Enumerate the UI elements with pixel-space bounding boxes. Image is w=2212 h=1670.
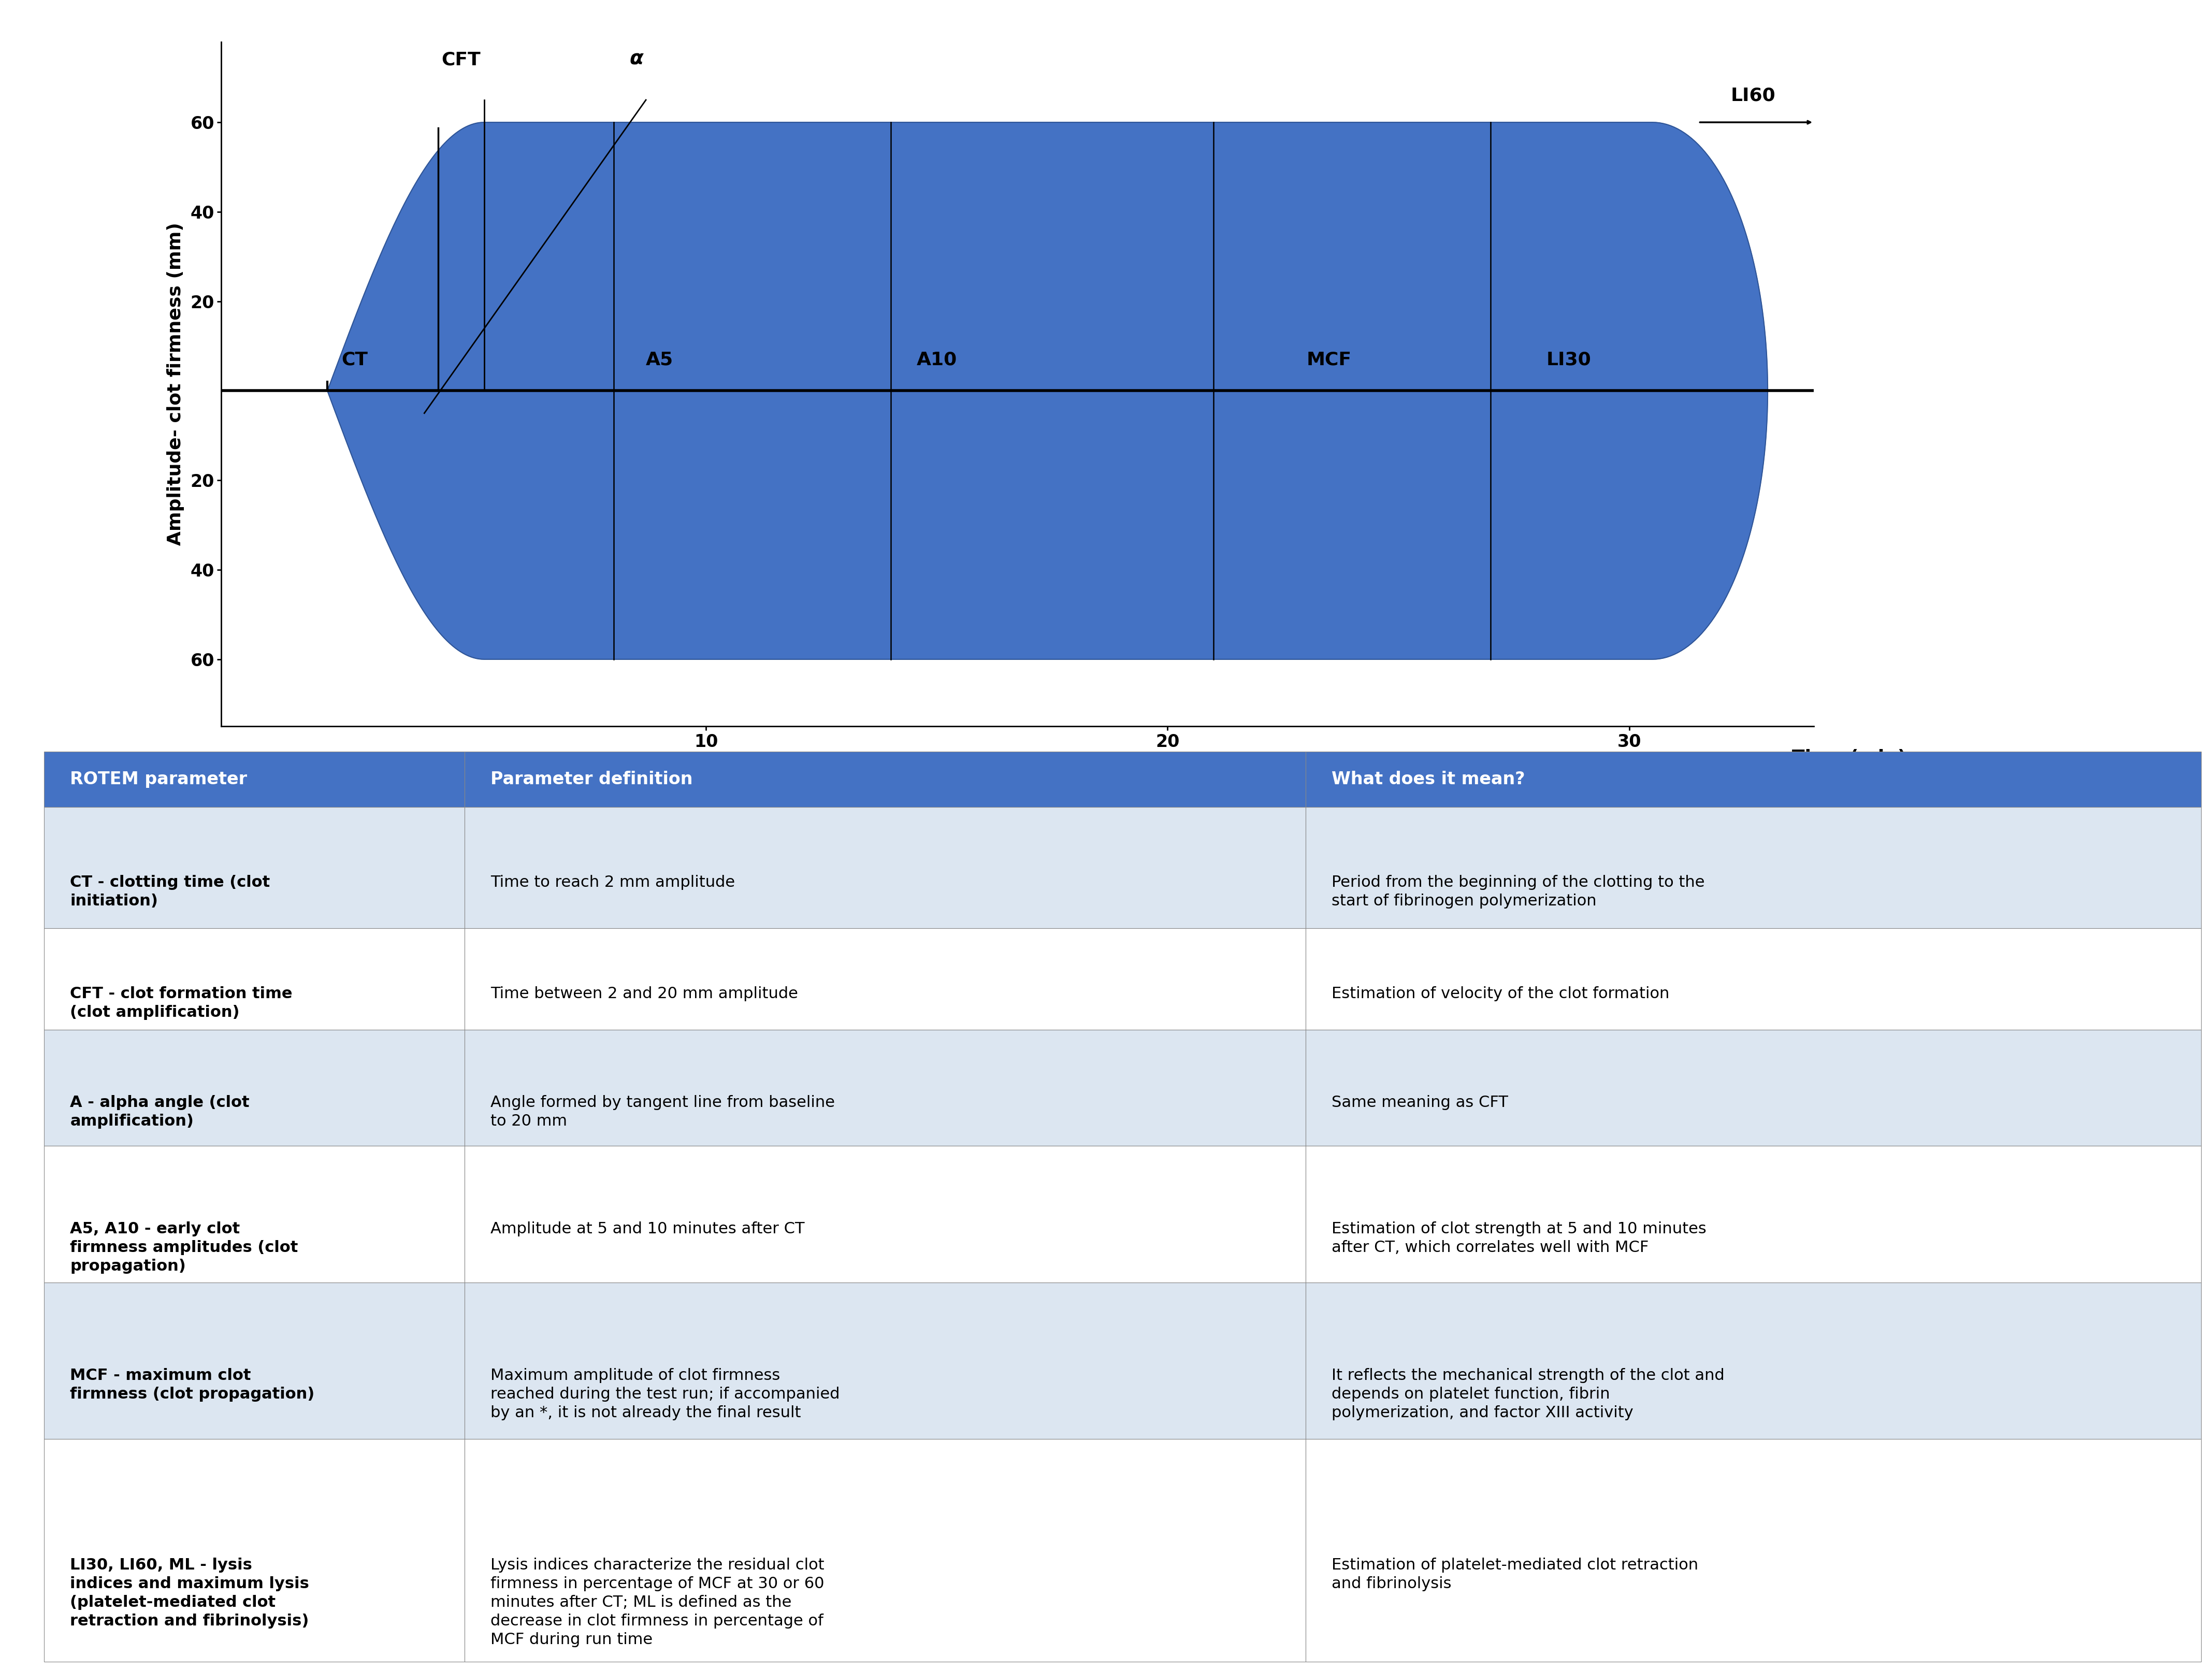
Y-axis label: Amplitude- clot firmness (mm): Amplitude- clot firmness (mm): [166, 222, 184, 546]
Text: LI30, LI60, ML - lysis
indices and maximum lysis
(platelet-mediated clot
retract: LI30, LI60, ML - lysis indices and maxim…: [71, 1558, 310, 1628]
Text: LI30: LI30: [1546, 351, 1590, 369]
Polygon shape: [327, 122, 1767, 660]
Text: A5, A10 - early clot
firmness amplitudes (clot
propagation): A5, A10 - early clot firmness amplitudes…: [71, 1221, 299, 1274]
Bar: [1305, 1146, 2201, 1283]
Bar: [1305, 1440, 2201, 1662]
Text: A5: A5: [646, 351, 672, 369]
Bar: [465, 751, 1305, 807]
Text: A - alpha angle (clot
amplification): A - alpha angle (clot amplification): [71, 1096, 250, 1129]
Text: CFT - clot formation time
(clot amplification): CFT - clot formation time (clot amplific…: [71, 987, 292, 1020]
Text: α: α: [630, 48, 644, 68]
Text: Maximum amplitude of clot firmness
reached during the test run; if accompanied
b: Maximum amplitude of clot firmness reach…: [491, 1368, 841, 1419]
Bar: [465, 1146, 1305, 1283]
Bar: [1305, 1030, 2201, 1146]
Text: CT - clotting time (clot
initiation): CT - clotting time (clot initiation): [71, 875, 270, 908]
Text: Lysis indices characterize the residual clot
firmness in percentage of MCF at 30: Lysis indices characterize the residual …: [491, 1558, 825, 1647]
Bar: [1305, 807, 2201, 929]
Text: CFT: CFT: [442, 52, 480, 68]
Text: Estimation of velocity of the clot formation: Estimation of velocity of the clot forma…: [1332, 987, 1670, 1002]
Bar: [1305, 929, 2201, 1030]
Bar: [1305, 751, 2201, 807]
Text: MCF - maximum clot
firmness (clot propagation): MCF - maximum clot firmness (clot propag…: [71, 1368, 314, 1401]
Bar: [465, 929, 1305, 1030]
Text: Time (min): Time (min): [1792, 748, 1907, 767]
Bar: [44, 929, 465, 1030]
Text: Time to reach 2 mm amplitude: Time to reach 2 mm amplitude: [491, 875, 734, 890]
Text: Angle formed by tangent line from baseline
to 20 mm: Angle formed by tangent line from baseli…: [491, 1096, 836, 1129]
Text: Same meaning as CFT: Same meaning as CFT: [1332, 1096, 1509, 1111]
Bar: [465, 807, 1305, 929]
Text: Parameter definition: Parameter definition: [491, 772, 692, 788]
Bar: [465, 1030, 1305, 1146]
Text: It reflects the mechanical strength of the clot and
depends on platelet function: It reflects the mechanical strength of t…: [1332, 1368, 1725, 1419]
Text: What does it mean?: What does it mean?: [1332, 772, 1526, 788]
Bar: [44, 807, 465, 929]
Bar: [44, 1146, 465, 1283]
Text: Estimation of platelet-mediated clot retraction
and fibrinolysis: Estimation of platelet-mediated clot ret…: [1332, 1558, 1699, 1592]
Text: ROTEM parameter: ROTEM parameter: [71, 772, 248, 788]
Text: MCF: MCF: [1307, 351, 1352, 369]
Bar: [44, 1030, 465, 1146]
Text: A10: A10: [916, 351, 958, 369]
Text: CT: CT: [341, 351, 367, 369]
Bar: [44, 1283, 465, 1440]
Bar: [465, 1440, 1305, 1662]
Text: LI60: LI60: [1730, 87, 1776, 104]
Bar: [465, 1283, 1305, 1440]
Text: Estimation of clot strength at 5 and 10 minutes
after CT, which correlates well : Estimation of clot strength at 5 and 10 …: [1332, 1221, 1708, 1256]
Bar: [44, 1440, 465, 1662]
Text: Time between 2 and 20 mm amplitude: Time between 2 and 20 mm amplitude: [491, 987, 799, 1002]
Bar: [44, 751, 465, 807]
Bar: [1305, 1283, 2201, 1440]
Text: Amplitude at 5 and 10 minutes after CT: Amplitude at 5 and 10 minutes after CT: [491, 1221, 805, 1236]
Text: Period from the beginning of the clotting to the
start of fibrinogen polymerizat: Period from the beginning of the clottin…: [1332, 875, 1705, 908]
